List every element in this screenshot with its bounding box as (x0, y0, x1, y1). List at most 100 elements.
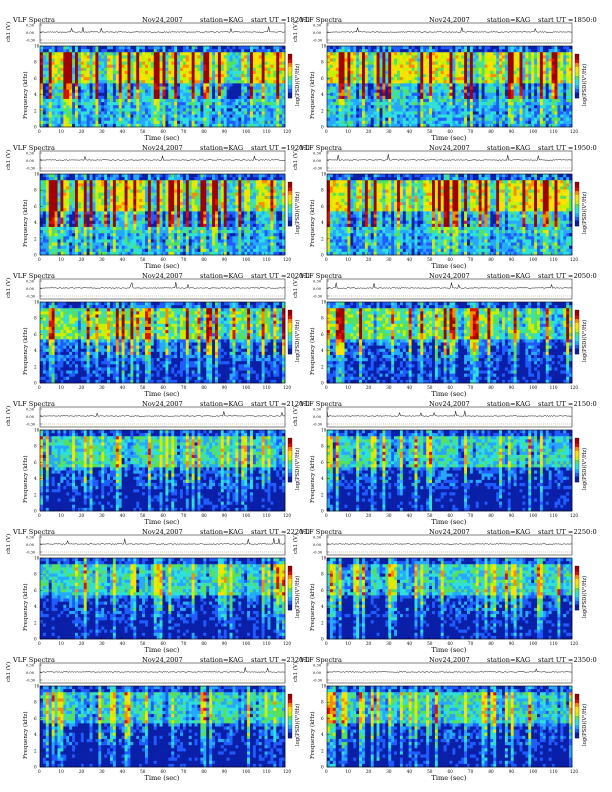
spectrogram-cell (415, 68, 418, 71)
spectrogram-cell (347, 55, 350, 58)
spectrogram-cell (432, 111, 435, 114)
spectrogram-cell (40, 121, 43, 124)
spectrogram-cell (247, 49, 250, 52)
spectrogram-cell (482, 83, 485, 86)
spectrogram-cell (403, 93, 406, 96)
spectrogram-cell (43, 90, 46, 93)
spectrogram-cell (262, 118, 265, 121)
spectrogram-cell (347, 58, 350, 61)
spectrogram-cell (339, 99, 342, 102)
spectrogram-cell (84, 77, 87, 80)
spectrogram-cell (157, 52, 160, 55)
spectrogram-cell (227, 68, 230, 71)
spectrogram-cell (391, 58, 394, 61)
spectrogram-cell (154, 71, 157, 74)
spectrogram-cell (52, 177, 55, 180)
spectrogram-cell (157, 183, 160, 186)
spectrogram-cell (432, 108, 435, 111)
spectrogram-cell (130, 99, 133, 102)
spectrogram-cell (87, 180, 90, 183)
spectrogram-cell (230, 62, 233, 65)
spectrogram-cell (279, 77, 282, 80)
spectrogram-cell (522, 77, 525, 80)
spectrogram-cell (339, 49, 342, 52)
spectrogram-cell (406, 46, 409, 49)
spectrogram-cell (365, 90, 368, 93)
spectrogram-cell (388, 49, 391, 52)
spectrogram-cell (186, 46, 189, 49)
spectrogram-cell (241, 80, 244, 83)
spectrogram-cell (63, 108, 66, 111)
spectrogram-cell (221, 99, 224, 102)
spectrogram-cell (485, 65, 488, 68)
spectrogram-cell (93, 118, 96, 121)
spectrogram-cell (333, 58, 336, 61)
spectrogram-cell (198, 87, 201, 90)
spectrogram-cell (371, 121, 374, 124)
spectrogram-cell (429, 55, 432, 58)
spectrogram-cell (253, 121, 256, 124)
spectrogram-cell (438, 115, 441, 118)
spectrogram-cell (212, 65, 215, 68)
spectrogram-cell (508, 87, 511, 90)
spectrogram-cell (165, 52, 168, 55)
spectrogram-cell (183, 87, 186, 90)
spectrogram-cell (455, 49, 458, 52)
spectrogram-cell (279, 68, 282, 71)
spectrogram-cell (447, 52, 450, 55)
spectrogram-cell (177, 99, 180, 102)
spectrogram-cell (400, 118, 403, 121)
spectrogram-cell (116, 80, 119, 83)
spectrogram-cell (95, 77, 98, 80)
spectrogram-cell (461, 80, 464, 83)
spectrogram-cell (104, 46, 107, 49)
spectrogram-cell (151, 99, 154, 102)
spectrogram-cell (259, 52, 262, 55)
spectrogram-cell (365, 52, 368, 55)
spectrogram-cell (95, 71, 98, 74)
spectrogram-cell (215, 102, 218, 105)
spectrogram-cell (113, 90, 116, 93)
spectrogram-cell (125, 111, 128, 114)
spectrogram-cell (154, 174, 157, 177)
spectrogram-cell (90, 80, 93, 83)
spectrogram-cell (145, 93, 148, 96)
spectrogram-cell (60, 96, 63, 99)
spectrogram-cell (230, 93, 233, 96)
spectrogram-cell (356, 46, 359, 49)
spectrogram-cell (125, 83, 128, 86)
spectrogram-cell (531, 96, 534, 99)
spectrogram-cell (238, 87, 241, 90)
spectrogram-cell (330, 58, 333, 61)
spectrogram-cell (380, 58, 383, 61)
spectrogram-cell (60, 49, 63, 52)
spectrogram-cell (417, 55, 420, 58)
spectrogram-cell (119, 183, 122, 186)
spectrogram-cell (400, 121, 403, 124)
spectrogram-cell (420, 105, 423, 108)
spectrogram-cell (186, 90, 189, 93)
spectrogram-cell (426, 99, 429, 102)
spectrogram-cell (183, 180, 186, 183)
spectrogram-cell (487, 71, 490, 74)
spectrogram-cell (104, 74, 107, 77)
spectrogram-cell (78, 87, 81, 90)
spectrogram-cell (180, 87, 183, 90)
spectrogram-cell (230, 55, 233, 58)
spectrogram-cell (508, 111, 511, 114)
spectrogram-cell (508, 96, 511, 99)
spectrogram-cell (279, 99, 282, 102)
spectrogram-cell (95, 190, 98, 193)
spectrogram-cell (555, 121, 558, 124)
spectrogram-cell (157, 68, 160, 71)
spectrogram-cell (160, 49, 163, 52)
spectrogram-cell (397, 52, 400, 55)
spectrogram-cell (122, 177, 125, 180)
spectrogram-cell (412, 65, 415, 68)
spectrogram-cell (253, 118, 256, 121)
spectrogram-cell (377, 65, 380, 68)
spectrogram-cell (476, 121, 479, 124)
spectrogram-cell (374, 52, 377, 55)
spectrogram-cell (87, 115, 90, 118)
spectrogram-cell (75, 121, 78, 124)
